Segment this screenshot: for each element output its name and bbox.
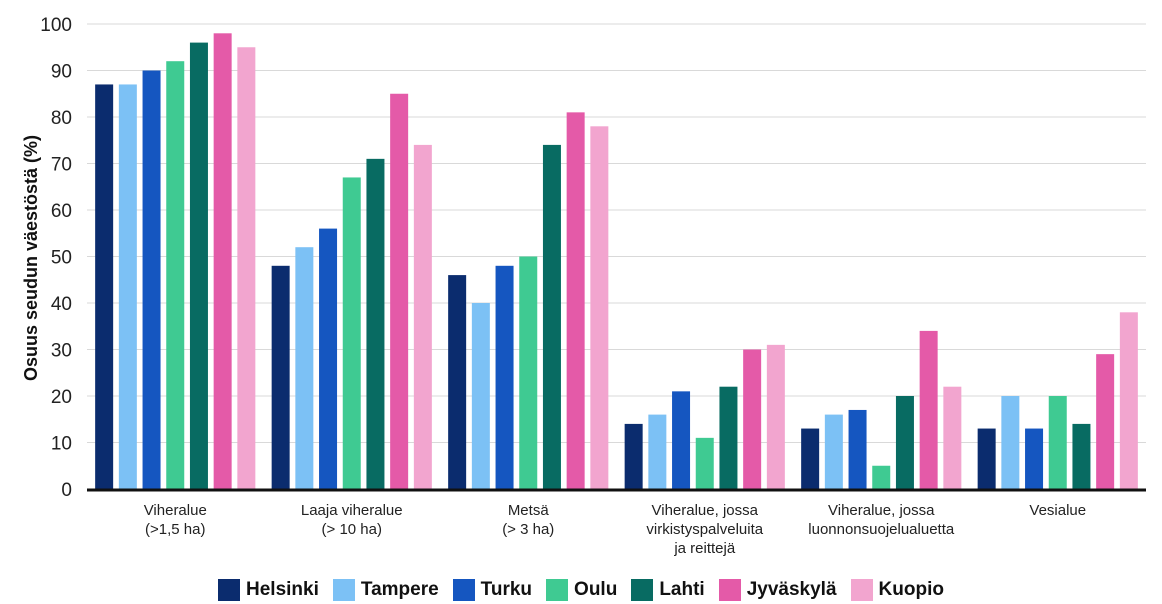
category-label: Viheralue (>1,5 ha) <box>144 502 207 538</box>
bar-helsinki-1 <box>271 265 290 489</box>
category-label-line: Viheralue, jossa <box>828 502 935 519</box>
bar-tampere-5 <box>1001 396 1020 489</box>
bar-helsinki-4 <box>801 428 820 489</box>
category-label: Vesialue <box>1029 502 1086 519</box>
y-tick-label: 40 <box>51 294 72 315</box>
bar-oulu-2 <box>519 256 538 489</box>
legend-label: Jyväskylä <box>746 579 837 600</box>
bar-oulu-0 <box>166 61 185 489</box>
bar-kuopio-4 <box>943 386 962 489</box>
y-tick-label: 10 <box>51 434 72 455</box>
legend-item: Turku <box>452 579 533 601</box>
legend-item: Jyväskylä <box>718 579 837 601</box>
legend-label: Kuopio <box>878 579 944 600</box>
legend-swatch <box>631 579 654 601</box>
bar-oulu-3 <box>695 437 714 489</box>
y-axis-label: Osuus seudun väestöstä (%) <box>21 135 41 381</box>
category-label: Metsä (> 3 ha) <box>502 502 554 538</box>
y-tick-label: 80 <box>51 108 72 129</box>
legend-swatch <box>452 579 475 601</box>
legend-swatch <box>218 579 240 601</box>
category-label: Viheralue, jossa luonnonsuojelualuetta <box>808 502 955 538</box>
bar-turku-3 <box>672 391 691 489</box>
y-tick-label: 20 <box>51 387 72 408</box>
y-axis-ticks: 0 10 20 30 40 50 60 70 80 90 100 <box>40 15 72 501</box>
legend: Helsinki Tampere Turku Oulu Lahti Jyväskylä Ku… <box>0 576 1162 604</box>
legend-label: Turku <box>480 579 533 600</box>
bar-helsinki-3 <box>624 423 643 489</box>
legend-swatch <box>718 579 741 601</box>
legend-swatch <box>332 579 355 601</box>
legend-label: Tampere <box>360 579 439 600</box>
bar-jyv-skyl--5 <box>1096 354 1115 489</box>
bar-lahti-3 <box>719 386 738 489</box>
y-tick-label: 70 <box>51 155 72 176</box>
bar-oulu-5 <box>1048 396 1067 489</box>
legend-item: Tampere <box>332 579 439 601</box>
bar-jyv-skyl--4 <box>919 330 938 489</box>
bar-oulu-4 <box>872 465 891 489</box>
bar-kuopio-5 <box>1119 312 1138 489</box>
category-label-line: (>1,5 ha) <box>145 521 205 538</box>
legend-swatch <box>850 579 873 601</box>
bar-kuopio-3 <box>766 344 785 489</box>
category-label: Viheralue, jossa virkistyspalveluita ja re… <box>646 502 763 557</box>
bar-turku-0 <box>142 70 161 489</box>
y-tick-label: 60 <box>51 201 72 222</box>
category-label-line: (> 3 ha) <box>502 521 554 538</box>
legend-item: Lahti <box>631 579 705 601</box>
category-label-line: Laaja viheralue <box>301 502 403 519</box>
y-tick-label: 90 <box>51 62 72 83</box>
category-label-line: Viheralue, jossa <box>652 502 759 519</box>
category-label-line: Metsä <box>508 502 550 519</box>
category-label-line: luonnonsuojelualuetta <box>808 521 955 538</box>
bar-lahti-1 <box>366 158 385 489</box>
bar-lahti-4 <box>895 396 914 489</box>
bar-helsinki-5 <box>977 428 996 489</box>
bar-chart: 0 10 20 30 40 50 60 70 80 90 100 Viheralue (>1,5 ha… <box>21 15 1146 557</box>
category-labels: Viheralue (>1,5 ha) Laaja viheralue (> 10 h… <box>144 502 1086 557</box>
bar-tampere-1 <box>295 247 314 489</box>
category-label-line: Vesialue <box>1029 502 1086 519</box>
legend-swatch <box>546 579 569 601</box>
bar-turku-1 <box>319 228 338 489</box>
y-tick-label: 50 <box>51 248 72 269</box>
bar-jyv-skyl--2 <box>566 112 585 489</box>
bar-turku-5 <box>1025 428 1044 489</box>
bar-tampere-2 <box>471 303 490 489</box>
bar-helsinki-2 <box>448 275 467 489</box>
gridlines <box>87 23 1146 443</box>
bar-jyv-skyl--3 <box>743 349 762 489</box>
bar-lahti-0 <box>189 42 208 489</box>
legend-item: Kuopio <box>850 579 944 601</box>
legend-label: Helsinki <box>246 579 319 600</box>
category-label-line: virkistyspalveluita <box>646 521 763 538</box>
y-tick-label: 0 <box>61 480 72 501</box>
bar-kuopio-0 <box>237 47 256 489</box>
bar-kuopio-2 <box>590 126 609 490</box>
bar-jyv-skyl--1 <box>390 93 409 489</box>
category-label-line: Viheralue <box>144 502 207 519</box>
legend-label: Lahti <box>659 579 705 600</box>
category-label-line: ja reittejä <box>673 540 736 557</box>
bar-turku-4 <box>848 409 867 489</box>
legend-item: Helsinki <box>218 579 319 601</box>
category-label: Laaja viheralue (> 10 ha) <box>301 502 403 538</box>
y-tick-label: 30 <box>51 341 72 362</box>
legend-item: Oulu <box>546 579 617 601</box>
bar-lahti-5 <box>1072 423 1091 489</box>
bar-tampere-3 <box>648 414 667 489</box>
bar-tampere-0 <box>118 84 137 489</box>
bar-tampere-4 <box>824 414 843 489</box>
bar-helsinki-0 <box>95 84 114 489</box>
bar-kuopio-1 <box>413 144 432 489</box>
legend-label: Oulu <box>574 579 618 600</box>
bars <box>95 33 1138 490</box>
bar-lahti-2 <box>542 144 561 489</box>
y-tick-label: 100 <box>40 15 72 36</box>
bar-turku-2 <box>495 265 514 489</box>
bar-oulu-1 <box>342 177 361 489</box>
bar-jyv-skyl--0 <box>213 33 232 490</box>
category-label-line: (> 10 ha) <box>322 521 382 538</box>
